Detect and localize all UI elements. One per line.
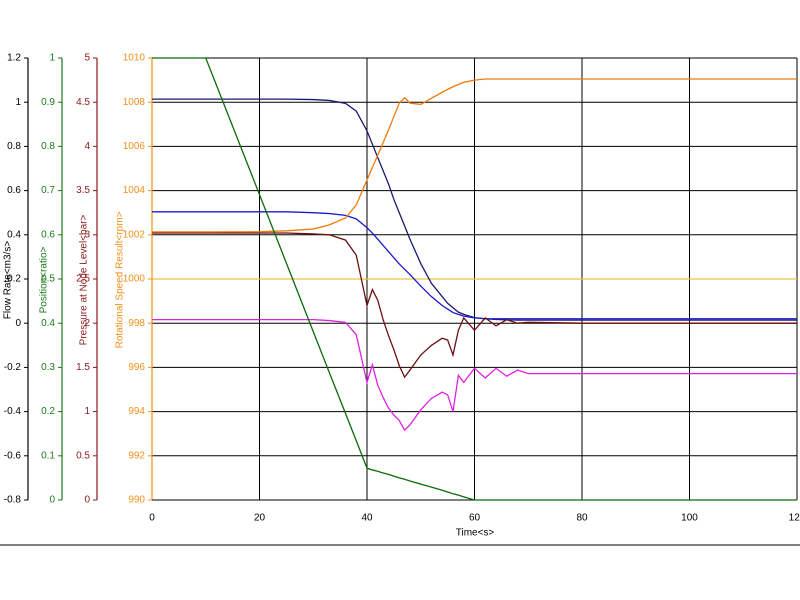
series-line (152, 78, 797, 233)
y-tick-label: 4.5 (76, 97, 90, 108)
y-tick-label: 0.8 (41, 141, 55, 152)
y-tick-label: 0 (15, 318, 21, 329)
y-tick-label: 0.4 (41, 318, 55, 329)
y-axis-title: Pressure at Node Level<bar> (79, 215, 90, 346)
y-tick-label: 0.5 (41, 274, 55, 285)
series-line (152, 211, 797, 320)
series-line (152, 98, 797, 321)
x-tick-label: 20 (254, 513, 266, 524)
y-tick-label: 1.5 (76, 362, 90, 373)
y-tick-label: 0.8 (7, 141, 21, 152)
y-tick-label: -0.4 (4, 406, 22, 417)
y-tick-label: 2 (84, 318, 90, 329)
y-tick-label: 1008 (123, 97, 146, 108)
y-tick-label: 0 (49, 495, 55, 506)
y-axis-title: Rotational Speed Result<rpm> (115, 211, 126, 348)
y-tick-label: 3.5 (76, 185, 90, 196)
y-tick-label: 0.7 (41, 185, 55, 196)
y-tick-label: 996 (128, 362, 145, 373)
x-tick-label: 60 (469, 513, 481, 524)
y-tick-label: -0.6 (4, 450, 22, 461)
y-tick-label: 0.6 (7, 185, 21, 196)
series-line (152, 57, 797, 501)
y-tick-label: 1004 (123, 185, 146, 196)
y-tick-label: 990 (128, 495, 145, 506)
y-tick-label: 0.1 (41, 450, 55, 461)
y-tick-label: 0.3 (41, 362, 55, 373)
series-line (152, 319, 797, 432)
y-tick-label: 1 (49, 53, 55, 64)
x-tick-label: 120 (789, 513, 800, 524)
y-tick-label: 2.5 (76, 274, 90, 285)
x-tick-label: 100 (681, 513, 698, 524)
series-line (152, 232, 797, 379)
y-tick-label: 992 (128, 450, 145, 461)
y-axis-title: Position<ratio> (39, 246, 50, 313)
y-tick-label: 4 (84, 141, 90, 152)
y-tick-label: 0.2 (41, 406, 55, 417)
y-axis-title: Flow Rate<m3/s> (3, 241, 14, 320)
y-tick-label: 1.2 (7, 53, 21, 64)
y-tick-label: 3 (84, 229, 90, 240)
y-tick-label: 1000 (123, 274, 146, 285)
y-tick-label: -0.2 (4, 362, 22, 373)
y-tick-label: -0.8 (4, 495, 22, 506)
y-tick-label: 1002 (123, 229, 146, 240)
y-tick-label: 1010 (123, 53, 146, 64)
y-tick-label: 5 (84, 53, 90, 64)
y-tick-label: 0.9 (41, 97, 55, 108)
y-tick-label: 0.4 (7, 229, 21, 240)
y-tick-label: 998 (128, 318, 145, 329)
y-tick-label: 0 (84, 495, 90, 506)
y-tick-label: 0.2 (7, 274, 21, 285)
x-tick-label: 80 (576, 513, 588, 524)
x-tick-label: 0 (149, 513, 155, 524)
y-tick-label: 0.5 (76, 450, 90, 461)
y-tick-label: 1 (15, 97, 21, 108)
y-tick-label: 1006 (123, 141, 146, 152)
x-axis-title: Time<s> (456, 528, 495, 539)
y-tick-label: 1 (84, 406, 90, 417)
y-tick-label: 0.6 (41, 229, 55, 240)
y-tick-label: 994 (128, 406, 145, 417)
x-tick-label: 40 (361, 513, 373, 524)
